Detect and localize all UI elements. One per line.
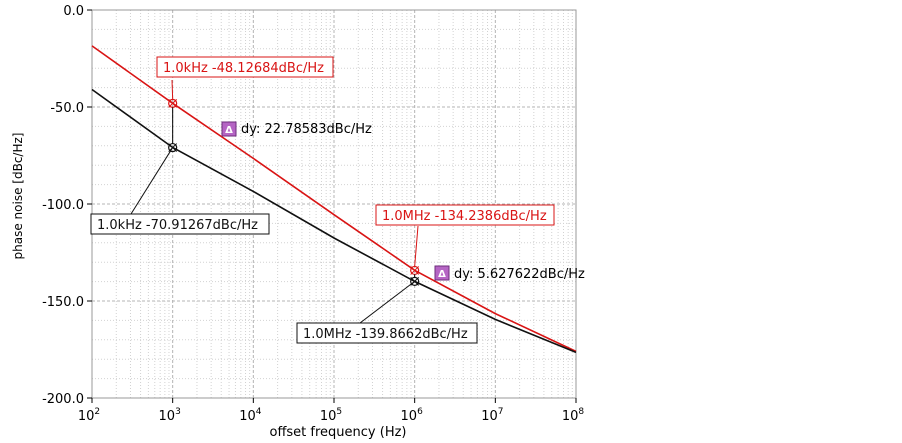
x-tick-label: 106 <box>401 407 424 424</box>
x-axis-ticks: 102 103 104 105 106 107 108 <box>78 398 585 424</box>
marker-red-1mhz-x2 <box>410 266 420 275</box>
y-tick-label: -150.0 <box>42 295 84 310</box>
label-red-1mhz-box <box>375 204 555 226</box>
delta-icon-glyph: Δ <box>225 125 233 136</box>
x-tick-label: 102 <box>78 407 100 424</box>
x-tick-label: 108 <box>562 407 585 424</box>
marker-red-1khz-x2 <box>168 99 178 108</box>
label-black-1mhz: 1.0MHz -139.8662dBc/Hz <box>303 327 468 342</box>
leader-red-1mhz <box>414 225 419 267</box>
x-tick-label: 103 <box>159 407 181 424</box>
delta-icon <box>221 121 237 137</box>
y-axis-label: phase noise [dBc/Hz] <box>11 133 25 260</box>
y-tick-label: 0.0 <box>63 4 84 19</box>
y-tick-label: -200.0 <box>42 392 84 407</box>
marker-annotations: 1.0kHz -48.12684dBc/Hz 1.0kHz -70.91267dB… <box>90 56 585 344</box>
x-axis-label: offset frequency (Hz) <box>270 425 407 440</box>
delta-label-1mhz: dy: 5.627622dBc/Hz <box>454 267 585 282</box>
delta-icon-glyph: Δ <box>438 269 446 280</box>
x-tick-label: 104 <box>239 407 262 424</box>
label-red-1mhz: 1.0MHz -134.2386dBc/Hz <box>382 209 547 224</box>
delta-icon <box>434 265 450 281</box>
y-tick-label: -50.0 <box>50 101 84 116</box>
leader-black-1khz <box>130 147 174 215</box>
y-axis-ticks: 0.0 -50.0 -100.0 -150.0 -200.0 <box>42 4 92 407</box>
y-tick-label: -100.0 <box>42 198 84 213</box>
x-tick-label: 105 <box>320 407 342 424</box>
label-red-1khz: 1.0kHz -48.12684dBc/Hz <box>163 61 324 76</box>
delta-label-1khz: dy: 22.78583dBc/Hz <box>241 122 372 137</box>
x-tick-label: 107 <box>481 407 503 424</box>
leader-black-1mhz <box>359 280 415 324</box>
label-black-1khz: 1.0kHz -70.91267dBc/Hz <box>97 218 258 233</box>
label-red-1khz-box <box>156 56 334 78</box>
label-black-1khz-box <box>90 213 270 235</box>
leader-red-1khz <box>171 79 174 100</box>
label-black-1mhz-box <box>296 322 478 344</box>
